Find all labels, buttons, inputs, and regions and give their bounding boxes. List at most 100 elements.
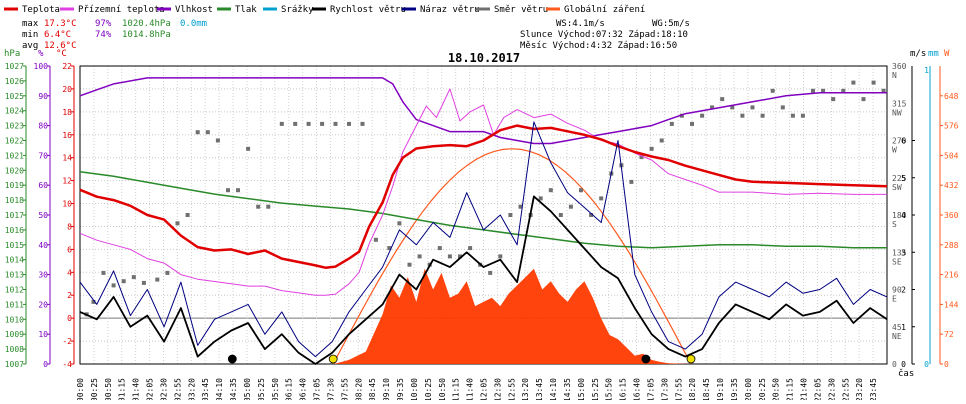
temperature-axis-tick-label-0: -4 [62,360,72,369]
humidity-axis-tick-label-3: 30 [38,271,48,280]
wind-dir-tick-label-8: 360 [892,62,907,71]
wind-dir-point [165,270,170,275]
radiation-clear-sky-arc [332,148,692,365]
marker-moonset [641,354,651,364]
pressure-axis-tick-label-12: 1019 [5,181,24,190]
temperature-axis-tick-label-11: 18 [62,108,72,117]
x-tick-label-14: 05:50 [271,378,280,400]
wind-dir-point [821,88,826,93]
radiation-tick-label-8: 576 [944,122,959,131]
humidity-axis-tick-label-7: 70 [38,151,48,160]
x-tick-label-20: 08:20 [354,378,363,400]
wind-dir-point [629,179,634,184]
wind-dir-point [447,254,452,259]
wind-dir-tick-compass-3: SE [892,257,902,266]
x-tick-label-32: 13:20 [521,378,530,400]
series-gust-line [79,121,888,358]
wind-dir-point [881,88,886,93]
x-tick-label-26: 10:50 [438,378,447,400]
x-tick-label-13: 05:25 [257,378,266,400]
wind-dir-point [780,105,785,110]
temperature-axis-tick-label-3: 2 [67,291,72,300]
wind-dir-tick-label-0: 0 [892,360,897,369]
wind-dir-point [226,188,230,193]
temperature-axis-tick-label-1: -2 [62,337,72,346]
x-tick-label-0: 00:00 [76,378,85,400]
unit-ms: m/s [910,49,926,59]
radiation-tick-label-1: 72 [944,330,954,339]
humidity-axis-tick-label-6: 60 [38,181,48,190]
x-tick-label-1: 00:25 [90,378,99,400]
wind-dir-point [91,299,96,304]
radiation-tick-label-4: 288 [944,241,959,250]
marker-sunrise [328,354,338,364]
radiation-tick-label-9: 648 [944,92,959,101]
wind-dir-point [690,121,694,126]
wind-dir-point [710,105,715,110]
x-tick-label-6: 02:30 [159,378,168,400]
stats-avg-label: avg [22,41,38,51]
wind-dir-tick-compass-8: N [892,71,897,80]
x-tick-label-39: 16:15 [619,378,628,400]
x-tick-label-18: 07:30 [326,378,335,400]
x-tick-label-25: 10:25 [424,378,433,400]
x-tick-label-30: 12:30 [493,378,502,400]
temperature-axis-tick-label-9: 14 [62,154,72,163]
stats-block: max 17.3°C 97% 1020.4hPa 0.0mm min 6.4°C… [22,19,207,51]
stats-min-label: min [22,30,38,40]
wind-dir-point [488,270,493,275]
wind-dir-point [387,246,392,251]
wind-dir-point [185,213,190,217]
wind-dir-tick-compass-4: S [892,220,897,229]
marker-moonrise [227,354,237,364]
legend-label-4: Srážky [281,5,314,15]
plot-area [79,77,888,365]
x-tick-label-36: 15:00 [577,378,586,400]
pressure-axis-tick-label-17: 1024 [5,107,24,116]
x-tick-label-51: 21:15 [786,378,795,400]
stats-max-hum: 97% [95,19,112,29]
wind-dir-point [760,113,765,118]
wind-dir-point [498,254,503,259]
temperature-axis-tick-label-4: 4 [67,268,72,277]
pressure-axis-tick-label-10: 1017 [5,211,24,220]
temperature-axis-tick-label-10: 16 [62,131,72,140]
pressure-axis-tick-label-0: 1007 [5,360,24,369]
wind-dir-point [548,188,553,193]
legend-label-7: Směr větru [494,5,548,15]
x-tick-label-44: 18:20 [688,378,697,400]
x-tick-label-41: 17:05 [646,378,655,400]
pressure-axis-tick-label-18: 1025 [5,92,24,101]
temperature-axis-tick-label-12: 20 [62,85,72,94]
wind-dir-point [750,105,755,110]
wind-dir-point [195,130,200,135]
wind-dir-point [538,196,543,201]
x-axis-label: čas [898,368,914,379]
wind-dir-point [811,88,815,93]
pressure-axis-tick-label-14: 1021 [5,151,24,160]
wind-dir-tick-label-4: 180 [892,211,907,220]
wind-dir-tick-compass-5: SW [892,183,902,192]
wind-dir-point [131,275,136,280]
stats-max-temp: 17.3°C [44,19,77,29]
legend: Teplota Přízemní teplota Vlhkost Tlak Srážky… [4,5,645,15]
x-tick-label-43: 17:55 [674,378,683,400]
wind-dir-point [141,280,146,285]
wind-dir-point [649,146,654,151]
temperature-axis-tick-label-8: 12 [62,177,72,186]
wind-dir-point [333,121,338,126]
pressure-axis-tick-label-7: 1014 [5,256,24,265]
x-tick-label-3: 01:15 [118,378,127,400]
pressure-axis-tick-label-13: 1020 [5,166,24,175]
temperature-axis-tick-label-6: 8 [67,222,72,231]
radiation-tick-label-2: 144 [944,300,959,309]
x-tick-label-33: 13:45 [535,378,544,400]
wind-dir-point [417,254,422,259]
stats-min-temp: 6.4°C [44,30,71,40]
x-tick-label-49: 20:25 [758,378,767,400]
wind-dir-point [236,188,240,193]
pressure-axis-tick-label-1: 1008 [5,345,24,354]
x-tick-label-29: 12:05 [480,378,489,400]
